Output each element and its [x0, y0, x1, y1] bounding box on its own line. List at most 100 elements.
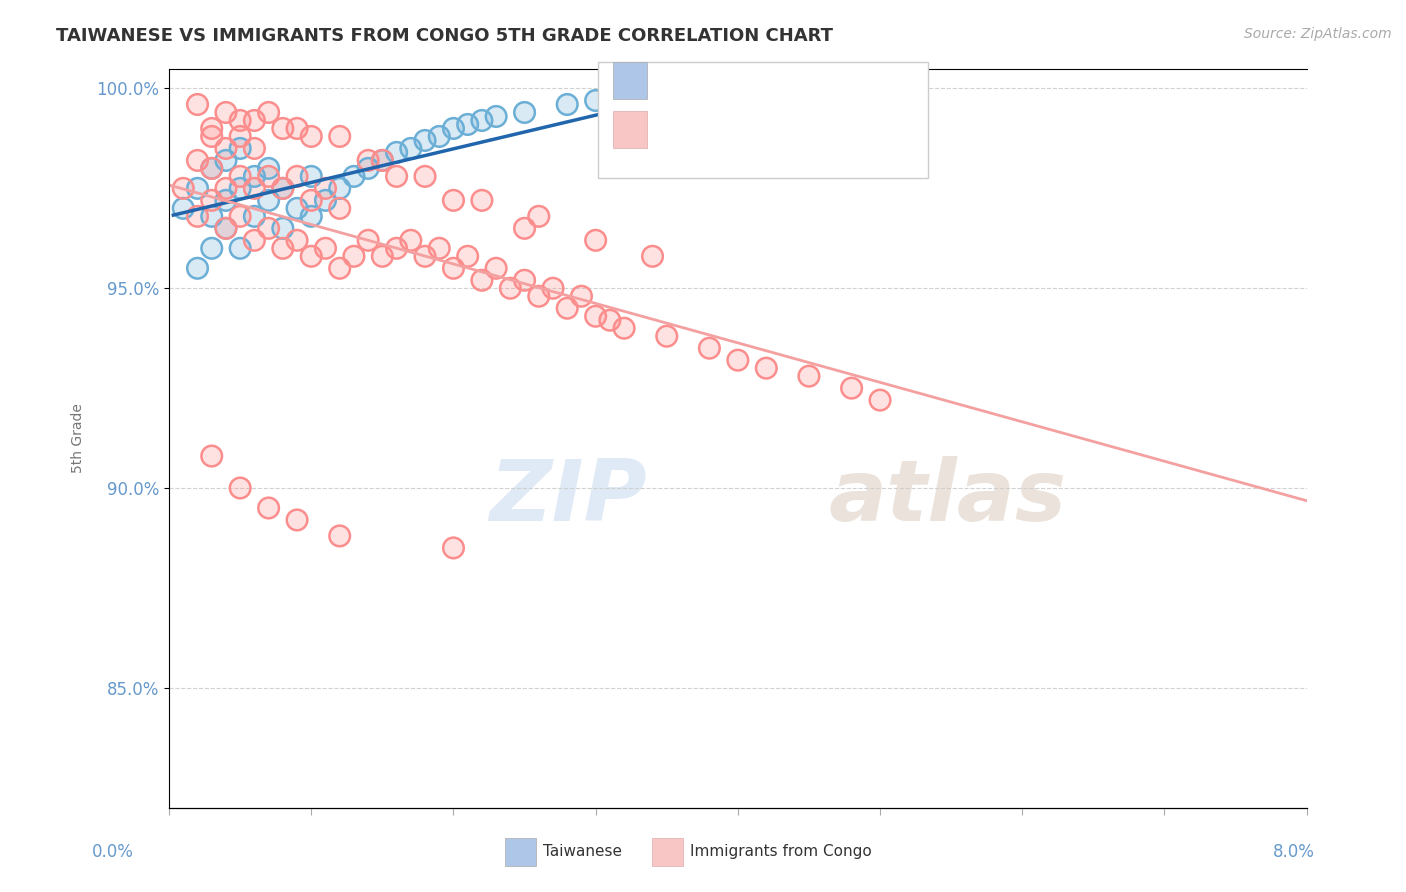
Point: [215, 105, 238, 120]
Point: [443, 261, 465, 276]
Point: [841, 81, 863, 95]
Point: [299, 249, 322, 263]
Text: Source: ZipAtlas.com: Source: ZipAtlas.com: [1244, 27, 1392, 41]
Point: [314, 241, 336, 255]
Point: [285, 169, 308, 184]
Point: [299, 129, 322, 144]
Point: [314, 194, 336, 208]
Point: [485, 110, 508, 124]
Point: [655, 89, 678, 103]
Point: [641, 249, 664, 263]
Point: [385, 241, 408, 255]
Point: [513, 105, 536, 120]
Point: [299, 169, 322, 184]
Point: [186, 97, 208, 112]
Point: [755, 361, 778, 376]
Point: [399, 233, 422, 247]
Point: [613, 321, 636, 335]
Point: [314, 194, 336, 208]
Point: [555, 97, 578, 112]
Point: [329, 181, 352, 195]
Point: [201, 161, 224, 176]
Point: [443, 194, 465, 208]
Point: [186, 261, 208, 276]
Point: [229, 241, 252, 255]
Point: [186, 153, 208, 168]
Point: [257, 500, 280, 515]
Point: [755, 86, 778, 100]
Point: [229, 169, 252, 184]
Text: Immigrants from Congo: Immigrants from Congo: [690, 845, 872, 859]
Point: [371, 153, 394, 168]
Point: [243, 141, 266, 155]
Point: [257, 194, 280, 208]
Point: [797, 369, 820, 384]
Point: [229, 181, 252, 195]
Point: [285, 233, 308, 247]
Point: [201, 129, 224, 144]
Point: [243, 141, 266, 155]
Point: [215, 181, 238, 195]
Point: [299, 129, 322, 144]
Point: [427, 129, 450, 144]
Point: [201, 210, 224, 224]
Point: [413, 249, 436, 263]
Point: [471, 113, 494, 128]
Point: [257, 194, 280, 208]
Point: [201, 161, 224, 176]
Point: [471, 194, 494, 208]
Point: [499, 281, 522, 295]
Point: [357, 233, 380, 247]
Point: [201, 161, 224, 176]
Point: [201, 129, 224, 144]
Point: [513, 105, 536, 120]
Point: [585, 94, 607, 108]
Point: [329, 529, 352, 543]
Point: [527, 210, 550, 224]
Point: [471, 273, 494, 287]
Point: [314, 181, 336, 195]
Point: [172, 202, 194, 216]
Point: [271, 181, 294, 195]
Point: [243, 181, 266, 195]
Point: [215, 153, 238, 168]
Point: [413, 169, 436, 184]
Point: [457, 249, 479, 263]
Point: [513, 273, 536, 287]
Point: [229, 481, 252, 495]
Point: [655, 89, 678, 103]
Point: [371, 153, 394, 168]
Point: [243, 113, 266, 128]
Point: [299, 249, 322, 263]
Point: [186, 181, 208, 195]
Point: [571, 289, 593, 303]
Point: [869, 393, 891, 408]
Point: [285, 513, 308, 527]
Point: [215, 181, 238, 195]
Point: [229, 129, 252, 144]
Point: [215, 221, 238, 235]
Point: [357, 161, 380, 176]
Point: [471, 113, 494, 128]
Point: [271, 121, 294, 136]
Point: [314, 241, 336, 255]
Point: [457, 118, 479, 132]
Point: [229, 141, 252, 155]
Point: [513, 273, 536, 287]
Point: [869, 393, 891, 408]
Point: [755, 361, 778, 376]
Point: [186, 153, 208, 168]
Point: [655, 329, 678, 343]
Point: [755, 86, 778, 100]
Point: [699, 86, 721, 100]
Point: [613, 89, 636, 103]
Point: [527, 289, 550, 303]
Text: Taiwanese: Taiwanese: [543, 845, 621, 859]
Point: [343, 169, 366, 184]
Point: [229, 181, 252, 195]
Point: [271, 181, 294, 195]
Point: [471, 194, 494, 208]
Point: [841, 381, 863, 395]
Point: [186, 97, 208, 112]
Point: [257, 169, 280, 184]
